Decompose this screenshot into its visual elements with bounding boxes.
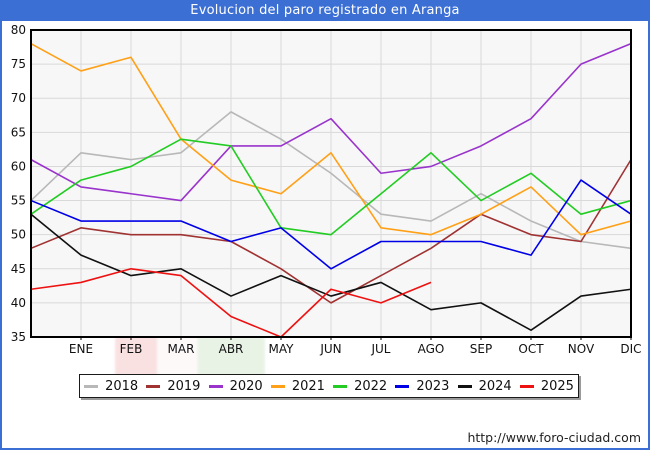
legend-item-2020: 2020 [208,378,263,394]
legend-label: 2020 [229,378,263,394]
y-tick-label: 75 [11,57,26,71]
legend-swatch-2023 [395,384,410,388]
watermark [115,336,265,378]
y-tick-label: 70 [11,91,26,105]
x-tick-label: FEB [120,342,143,356]
chart-title: Evolucion del paro registrado en Aranga [190,3,460,18]
series-line-2018 [30,111,632,250]
x-tick-label: MAY [269,342,295,356]
x-tick-label: SEP [470,342,492,356]
legend-label: 2024 [478,378,512,394]
legend-swatch-2025 [519,384,534,388]
series-line-2021 [30,42,632,236]
y-tick-label: 45 [11,262,26,276]
legend-label: 2022 [354,378,388,394]
series-line-2025 [30,267,432,338]
legend-item-2024: 2024 [457,378,512,394]
legend-label: 2021 [291,378,325,394]
x-tick-label: NOV [568,342,595,356]
legend-item-2023: 2023 [395,379,449,394]
x-tick-label: MAR [168,342,195,356]
series-line-2020 [30,42,632,202]
title-bar: Evolucion del paro registrado en Aranga [0,0,650,21]
x-tick-label: JUL [370,342,390,356]
legend-item-2019: 2019 [146,379,200,394]
x-tick-label: JUN [319,342,341,356]
footer-url[interactable]: http://www.foro-ciudad.com [467,430,641,445]
legend-swatch-2021 [270,384,285,388]
legend: 2018 2019 2020 2021 2022 2023 2024 2025 [79,374,579,398]
y-tick-label: 65 [11,125,26,139]
y-tick-label: 35 [11,330,26,344]
x-tick-label: DIC [620,342,641,356]
series-line-2023 [30,179,632,270]
x-tick-label: OCT [518,342,544,356]
legend-label: 2023 [416,378,450,394]
legend-item-2018: 2018 [84,379,138,394]
plot-border [30,29,632,338]
series-line-2024 [30,213,632,331]
y-tick-label: 80 [11,23,26,37]
y-tick-label: 60 [11,159,26,173]
y-tick-label: 55 [11,194,26,208]
y-tick-label: 50 [11,228,26,242]
x-tick-label: ENE [69,342,93,356]
legend-swatch-2018 [84,384,99,388]
x-tick-label: AGO [418,342,445,356]
legend-item-2022: 2022 [333,379,387,394]
x-tick-label: ABR [219,342,244,356]
legend-item-2021: 2021 [270,378,325,394]
legend-item-2025: 2025 [519,378,574,394]
series-line-2022 [30,138,632,236]
legend-label: 2019 [167,378,201,394]
series-line-2019 [30,159,632,304]
legend-swatch-2019 [146,384,161,388]
legend-label: 2025 [540,378,574,394]
legend-swatch-2022 [333,384,348,388]
legend-label: 2018 [105,378,139,394]
legend-swatch-2024 [457,384,472,388]
legend-swatch-2020 [208,384,223,388]
y-tick-label: 40 [11,296,26,310]
